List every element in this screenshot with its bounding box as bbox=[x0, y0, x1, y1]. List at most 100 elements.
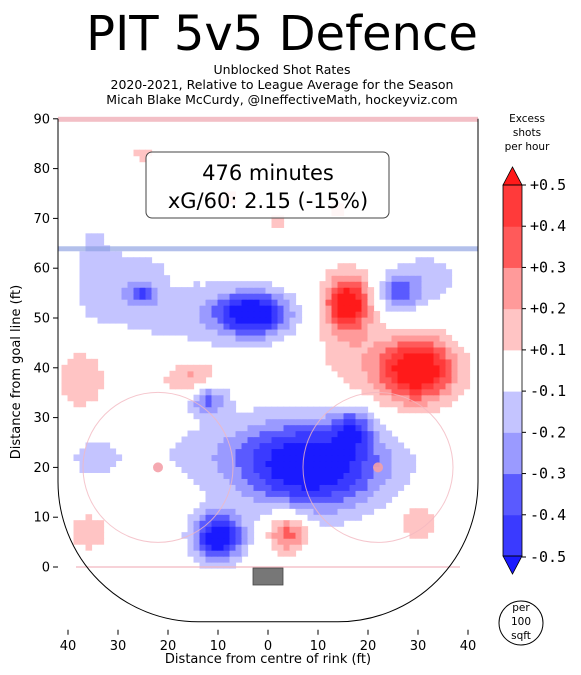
heat-cell bbox=[259, 293, 267, 300]
heat-cell bbox=[181, 370, 189, 378]
heat-cell bbox=[421, 328, 429, 336]
heat-cell bbox=[343, 502, 351, 509]
heat-cell bbox=[367, 436, 375, 444]
heat-cell bbox=[91, 526, 99, 533]
heat-cell bbox=[211, 484, 219, 491]
heat-cell bbox=[295, 484, 303, 491]
heat-cell bbox=[175, 370, 183, 378]
heat-cell bbox=[337, 460, 345, 468]
heat-cell bbox=[199, 532, 207, 539]
heat-cell bbox=[349, 352, 357, 360]
heat-cell bbox=[103, 460, 111, 468]
heat-cell bbox=[349, 275, 357, 282]
heat-cell bbox=[307, 490, 315, 497]
heat-cell bbox=[121, 275, 129, 282]
heat-cell bbox=[67, 370, 75, 378]
centre-line bbox=[58, 116, 478, 122]
heat-cell bbox=[391, 382, 399, 390]
heat-cell bbox=[427, 376, 435, 384]
heat-cell bbox=[103, 275, 111, 282]
heat-cell bbox=[223, 556, 231, 563]
heat-cell bbox=[355, 305, 363, 312]
heat-cell bbox=[223, 305, 231, 312]
heat-cell bbox=[433, 334, 441, 342]
heat-cell bbox=[79, 382, 87, 390]
heat-cell bbox=[361, 269, 369, 276]
heat-cell bbox=[361, 346, 369, 354]
heat-cell bbox=[307, 442, 315, 450]
heat-cell bbox=[361, 478, 369, 485]
heat-cell bbox=[379, 430, 387, 438]
heat-cell bbox=[433, 340, 441, 348]
heat-cell bbox=[349, 490, 357, 497]
heat-cell bbox=[421, 370, 429, 378]
heat-cell bbox=[349, 472, 357, 479]
heat-cell bbox=[301, 460, 309, 468]
heat-cell bbox=[199, 328, 207, 336]
heat-cell bbox=[427, 520, 435, 527]
heat-cell bbox=[397, 358, 405, 366]
heat-cell bbox=[67, 376, 75, 384]
x-tick-label: 20 bbox=[160, 639, 177, 654]
heat-cell bbox=[373, 370, 381, 378]
heat-cell bbox=[247, 538, 255, 545]
heat-cell bbox=[181, 382, 189, 390]
heat-cell bbox=[397, 287, 405, 294]
faceoff-dot bbox=[373, 462, 383, 473]
heat-cell bbox=[133, 269, 141, 276]
heat-cell bbox=[319, 317, 327, 324]
heat-cell bbox=[175, 305, 183, 312]
heat-cell bbox=[175, 460, 183, 468]
heat-cell bbox=[133, 287, 141, 294]
heat-cell bbox=[265, 328, 273, 336]
heat-cell bbox=[67, 394, 75, 402]
heat-cell bbox=[241, 317, 249, 324]
heat-cell bbox=[385, 448, 393, 456]
heat-cell bbox=[163, 305, 171, 312]
heat-cell bbox=[223, 454, 231, 462]
heat-cell bbox=[343, 418, 351, 426]
heat-cell bbox=[343, 370, 351, 378]
heat-cell bbox=[301, 442, 309, 450]
heat-cell bbox=[307, 424, 315, 432]
heat-cell bbox=[421, 275, 429, 282]
heat-cell bbox=[199, 322, 207, 330]
heat-cell bbox=[217, 478, 225, 485]
heat-cell bbox=[367, 352, 375, 360]
heat-cell bbox=[79, 352, 87, 360]
heat-cell bbox=[211, 520, 219, 527]
heat-cell bbox=[79, 532, 87, 539]
heat-cell bbox=[157, 299, 165, 306]
heat-cell bbox=[319, 448, 327, 456]
heat-cell bbox=[325, 334, 333, 342]
heat-cell bbox=[229, 442, 237, 450]
heat-cell bbox=[385, 340, 393, 348]
heat-cell bbox=[139, 275, 147, 282]
heat-cell bbox=[229, 496, 237, 503]
heat-cell bbox=[271, 293, 279, 300]
heat-cell bbox=[397, 328, 405, 336]
heat-cell bbox=[139, 269, 147, 276]
heat-cell bbox=[379, 466, 387, 473]
heat-cell bbox=[373, 394, 381, 402]
heat-cell bbox=[265, 508, 273, 515]
heat-cell bbox=[379, 400, 387, 408]
heat-cell bbox=[301, 490, 309, 497]
heat-cell bbox=[217, 299, 225, 306]
heat-cell bbox=[151, 322, 159, 330]
heat-cell bbox=[91, 376, 99, 384]
heat-cell bbox=[307, 454, 315, 462]
heat-cell bbox=[349, 346, 357, 354]
heat-cell bbox=[277, 299, 285, 306]
heat-cell bbox=[205, 424, 213, 432]
heat-cell bbox=[175, 364, 183, 372]
heat-cell bbox=[433, 293, 441, 300]
heat-cell bbox=[67, 358, 75, 366]
subtitle-line-3: Micah Blake McCurdy, @IneffectiveMath, h… bbox=[106, 92, 457, 107]
heat-cell bbox=[265, 484, 273, 491]
heat-cell bbox=[229, 550, 237, 557]
heat-cell bbox=[337, 442, 345, 450]
heat-cell bbox=[259, 412, 267, 420]
heat-cell bbox=[109, 317, 117, 324]
heat-cell bbox=[343, 275, 351, 282]
